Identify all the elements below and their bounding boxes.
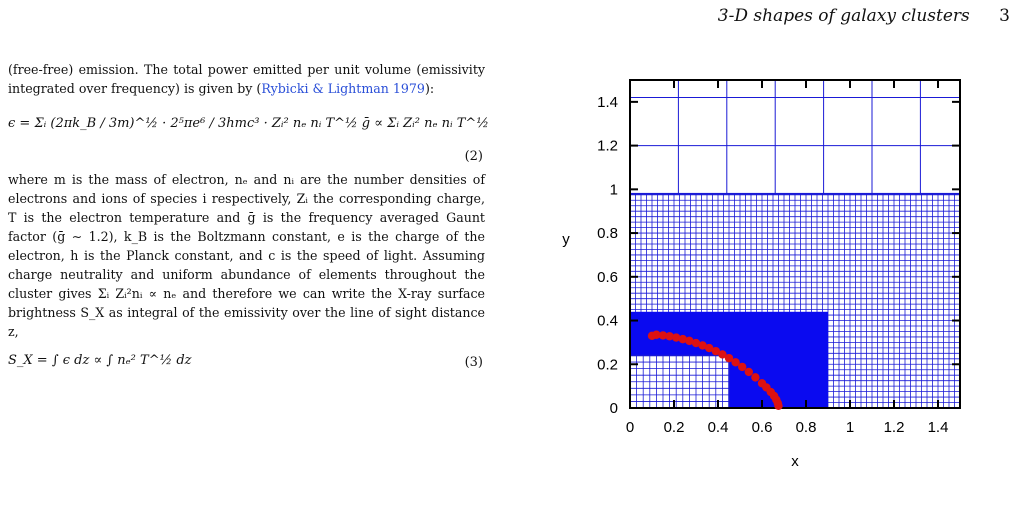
data-point xyxy=(691,338,701,348)
data-point xyxy=(744,367,753,377)
x-tick-label: 0.2 xyxy=(664,419,685,436)
plot-svg: 0 0.2 0.4 0.6 0.8 1 1.2 1.4 0 0.2 0.4 0.6 0.8 1 1.2 1.4… xyxy=(562,79,961,470)
data-point xyxy=(731,358,740,367)
data-point xyxy=(665,332,674,341)
data-point xyxy=(652,330,661,339)
data-point xyxy=(751,373,760,382)
equation-2-number: (2) xyxy=(464,149,483,164)
paragraph-1-end: ): xyxy=(424,81,435,96)
data-point xyxy=(672,333,681,342)
y-tick-label: 0.6 xyxy=(597,269,618,286)
paragraph-1-text: (free-free) emission. The total power em… xyxy=(8,62,485,96)
x-tick-label: 1 xyxy=(846,419,854,436)
y-tick-label: 0.2 xyxy=(597,356,618,373)
equation-3-body: S_X = ∫ ϵ dz ∝ ∫ nₑ² T^½ dz xyxy=(8,353,192,368)
data-point xyxy=(738,362,747,372)
page-number: 3 xyxy=(999,6,1010,26)
x-axis-label: x xyxy=(791,453,799,470)
y-tick-label: 1.4 xyxy=(597,94,618,111)
citation-link[interactable]: Rybicki & Lightman 1979 xyxy=(261,81,425,96)
equation-3: S_X = ∫ ϵ dz ∝ ∫ nₑ² T^½ dz (3) xyxy=(8,349,485,377)
text-column: (free-free) emission. The total power em… xyxy=(8,60,489,385)
data-point xyxy=(705,343,714,353)
y-tick-label: 1 xyxy=(610,181,618,198)
x-tick-label: 1.4 xyxy=(928,419,949,436)
data-point xyxy=(724,353,734,363)
data-point xyxy=(711,346,720,356)
paragraph-1: (free-free) emission. The total power em… xyxy=(8,60,485,98)
y-tick-label: 0.4 xyxy=(597,313,618,330)
data-point xyxy=(774,401,783,411)
y-tick-label: 1.2 xyxy=(597,138,618,155)
plot-frame xyxy=(629,79,961,409)
equation-2: ϵ = Σᵢ (2πk_B / 3m)^½ · 2⁵πe⁶ / 3hmc³ · … xyxy=(8,108,489,164)
x-tick-label: 0.6 xyxy=(752,419,773,436)
y-tick-label: 0 xyxy=(610,400,618,417)
data-point xyxy=(658,331,668,340)
figure-grid-plot: 0 0.2 0.4 0.6 0.8 1 1.2 1.4 0 0.2 0.4 0.6 0.8 1 1.2 1.4… xyxy=(548,70,988,500)
x-tick-label: 0 xyxy=(626,419,634,436)
paragraph-2: where m is the mass of electron, nₑ and … xyxy=(8,172,485,339)
x-tick-label: 0.4 xyxy=(708,419,729,436)
data-point xyxy=(678,334,687,344)
equation-3-number: (3) xyxy=(464,355,483,370)
y-tick-label: 0.8 xyxy=(597,225,618,242)
equation-2-body: ϵ = Σᵢ (2πk_B / 3m)^½ · 2⁵πe⁶ / 3hmc³ · … xyxy=(8,116,489,131)
data-point xyxy=(698,341,707,350)
x-tick-label: 1.2 xyxy=(884,419,905,436)
y-axis-label: y xyxy=(562,231,570,248)
data-point xyxy=(718,350,727,359)
running-header: 3-D shapes of galaxy clusters 3 xyxy=(718,6,1010,26)
x-tick-label: 0.8 xyxy=(796,419,817,436)
data-point xyxy=(685,336,694,346)
running-title: 3-D shapes of galaxy clusters xyxy=(717,6,970,26)
grid-frame-0 xyxy=(629,79,961,195)
